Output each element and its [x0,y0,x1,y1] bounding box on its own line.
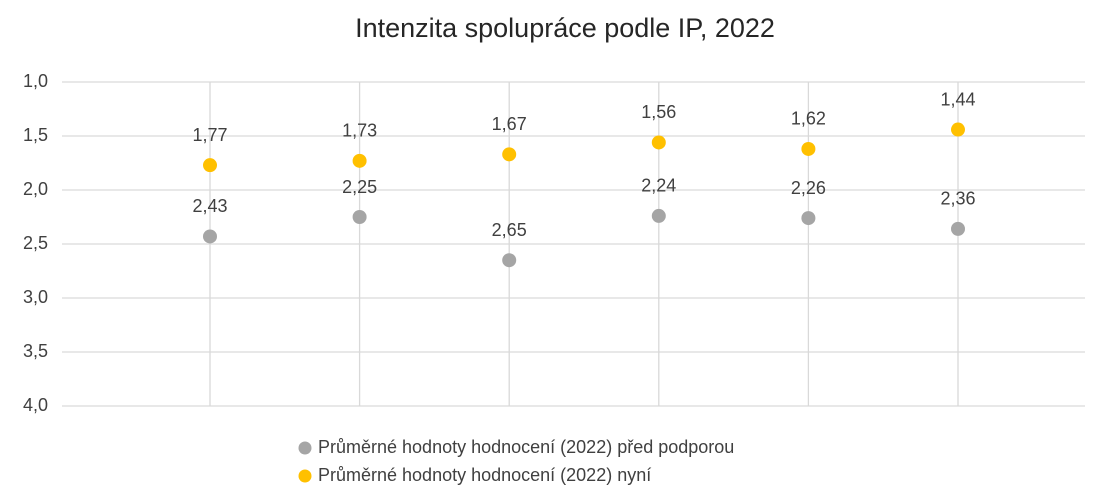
y-tick-label: 3,0 [23,287,48,307]
legend-label: Průměrné hodnoty hodnocení (2022) nyní [318,465,651,485]
y-tick-label: 2,5 [23,233,48,253]
data-label: 1,62 [791,109,826,129]
data-label: 1,56 [641,102,676,122]
point [651,208,666,223]
data-label: 1,77 [192,125,227,145]
point [951,122,965,137]
y-tick-label: 3,5 [23,341,48,361]
point [951,221,965,236]
point [651,135,666,150]
point [352,153,367,168]
data-label: 1,44 [940,89,975,109]
y-tick-label: 4,0 [23,395,48,415]
y-tick-label: 1,5 [23,125,48,145]
legend-label: Průměrné hodnoty hodnocení (2022) před p… [318,437,734,457]
y-tick-label: 1,0 [23,71,48,91]
data-label: 2,26 [791,178,826,198]
data-label: 2,65 [492,220,527,240]
legend-marker [298,469,312,483]
data-label: 2,25 [342,177,377,197]
point [203,158,217,173]
point [502,147,517,162]
data-label: 2,36 [940,189,975,209]
point [352,210,367,224]
legend-marker [298,441,312,455]
data-label: 1,73 [342,121,377,141]
data-label: 1,67 [492,114,527,134]
y-tick-label: 2,0 [23,179,48,199]
point [801,141,816,156]
point [502,253,517,268]
data-label: 2,24 [641,176,676,196]
point [203,229,217,244]
data-label: 2,43 [192,196,227,216]
point [801,211,816,226]
chart-title: Intenzita spolupráce podle IP, 2022 [355,13,775,43]
